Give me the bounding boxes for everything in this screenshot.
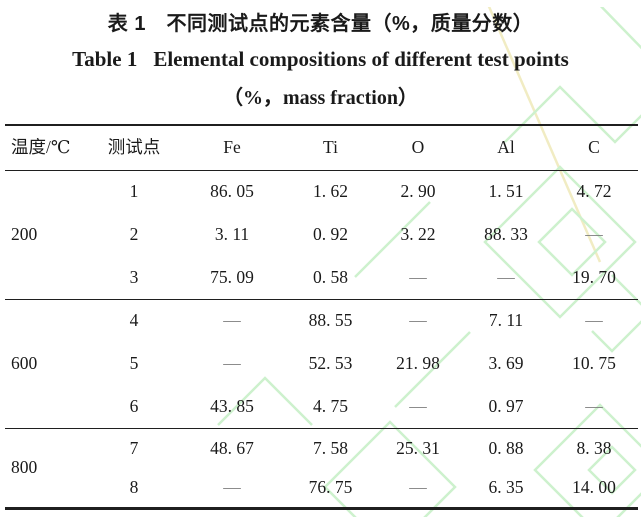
value-cell-fe: 3. 11 [214,223,250,244]
value-cell-c: — [585,310,603,330]
value-cell-ti: 0. 58 [287,256,374,300]
test-point-cell: 6 [91,385,177,429]
elements-table: 温度/℃ 测试点 Fe Ti O Al C 200 1 86. 05 1. 62 2. 90 1. 5… [5,124,638,510]
value-cell-fe: — [223,310,241,330]
header-cell-1: 测试点 [91,125,177,171]
value-cell-al: — [462,256,550,300]
value-cell-ti: 88. 55 [308,310,353,330]
value-cell-fe: 43. 85 [177,385,287,429]
test-point-cell: 8 [91,468,177,509]
header-cell-4: O [374,125,462,171]
header-cell-6: C [550,125,638,171]
value-cell-al: 0. 97 [462,385,550,429]
test-point-cell: 1 [129,181,139,201]
value-cell-ti: 52. 53 [308,352,353,373]
value-cell-fe: — [177,468,287,509]
value-cell-o: 3. 22 [400,223,436,244]
value-cell-o: — [374,256,462,300]
value-cell-fe: 48. 67 [210,437,254,458]
value-cell-o: — [409,310,427,330]
test-point-cell: 2 [129,223,139,244]
value-cell-c: 8. 38 [576,437,612,458]
table-body: 200 1 86. 05 1. 62 2. 90 1. 51 4. 72 2 3. 11 0. 9… [5,170,638,509]
value-cell-c: 19. 70 [550,256,638,300]
header-cell-2: Fe [177,125,287,171]
table-title-en-text: Elemental compositions of different test… [153,47,569,71]
value-cell-o: 2. 90 [400,181,436,201]
value-cell-ti: 76. 75 [287,468,374,509]
table-title-subline: （%，mass fraction） [223,87,418,109]
value-cell-al: 3. 69 [488,352,524,373]
temperature-cell: 800 [5,428,91,509]
value-cell-fe: — [223,352,241,373]
value-cell-c: 14. 00 [550,468,638,509]
value-cell-c: — [585,223,603,244]
value-cell-fe: 86. 05 [210,181,254,201]
value-cell-o: — [374,385,462,429]
value-cell-o: 25. 31 [396,437,440,458]
table-header-row: 温度/℃ 测试点 Fe Ti O Al C [5,125,638,171]
value-cell-al: 7. 11 [488,310,524,330]
header-cell-5: Al [462,125,550,171]
value-cell-al: 88. 33 [484,223,528,244]
test-point-cell: 3 [91,256,177,300]
value-cell-o: — [374,468,462,509]
table-title-en: Table 1 Elemental compositions of differe… [0,47,641,72]
temperature-cell: 600 [5,299,91,429]
value-cell-al: 6. 35 [462,468,550,509]
header-cell-3: Ti [287,125,374,171]
test-point-cell: 4 [129,310,139,330]
table-title-zh: 表 1 不同测试点的元素含量（%，质量分数） [107,13,534,35]
value-cell-al: 1. 51 [488,181,524,201]
value-cell-c: — [550,385,638,429]
test-point-cell: 7 [129,437,139,458]
test-point-cell: 5 [129,352,139,373]
value-cell-o: 21. 98 [396,352,440,373]
temperature-cell: 200 [5,170,91,300]
value-cell-ti: 4. 75 [287,385,374,429]
value-cell-ti: 1. 62 [313,181,348,201]
value-cell-c: 4. 72 [576,181,612,201]
value-cell-ti: 0. 92 [313,223,348,244]
value-cell-al: 0. 88 [488,437,524,458]
value-cell-ti: 7. 58 [313,437,348,458]
header-cell-0: 温度/℃ [5,125,91,171]
value-cell-c: 10. 75 [572,352,616,373]
value-cell-fe: 75. 09 [177,256,287,300]
table-number-label: Table 1 [72,47,138,71]
